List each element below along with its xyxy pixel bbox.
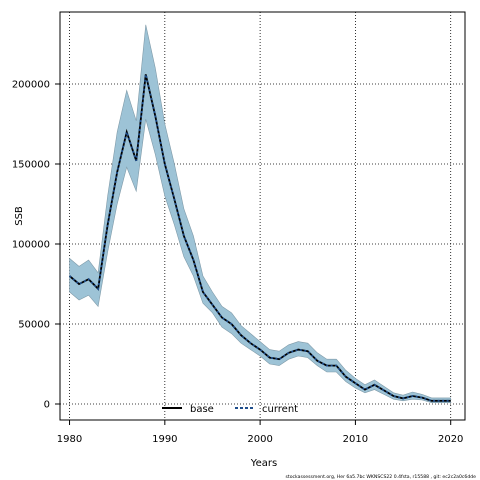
- y-tick-label: 50000: [18, 320, 50, 331]
- legend-label-base: base: [190, 404, 214, 415]
- plot-frame: [59, 11, 466, 421]
- x-tick-label: 2000: [247, 434, 272, 445]
- series-lines: [68, 74, 451, 402]
- x-axis-title: Years: [250, 458, 277, 469]
- footer-note: stockassessment.org, Her 6a5.7bc WKNSCS2…: [286, 474, 477, 480]
- confidence-band: [69, 24, 452, 404]
- legend: base current: [162, 404, 298, 415]
- y-axis: 0 50000 100000 150000 200000: [12, 80, 60, 411]
- series-line-current: [68, 74, 451, 402]
- x-axis: 1980 1990 2000 2010 2020: [57, 420, 463, 445]
- y-tick-label: 200000: [12, 80, 50, 91]
- x-tick-label: 1980: [57, 434, 82, 445]
- x-tick-label: 2020: [438, 434, 463, 445]
- legend-label-current: current: [262, 404, 298, 415]
- x-tick-label: 2010: [343, 434, 368, 445]
- y-axis-title: SSB: [14, 206, 25, 226]
- y-tick-label: 0: [44, 400, 50, 411]
- y-tick-label: 150000: [12, 160, 50, 171]
- x-tick-label: 1990: [152, 434, 177, 445]
- grid-lines: [60, 12, 465, 420]
- y-tick-label: 100000: [12, 240, 50, 251]
